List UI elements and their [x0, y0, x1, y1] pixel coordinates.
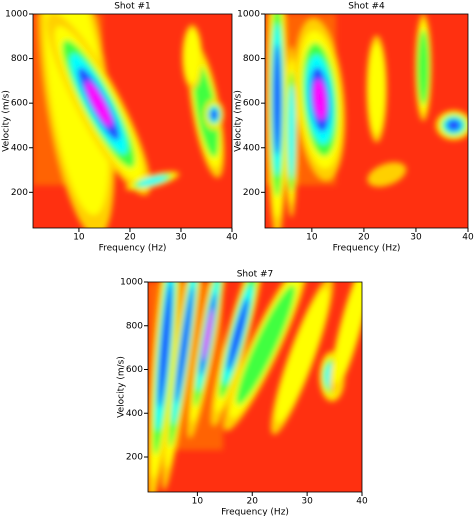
y-tick-label: 400	[126, 409, 143, 419]
chart-title: Shot #4	[348, 2, 385, 12]
x-tick-label: 10	[306, 233, 318, 243]
y-tick-label: 400	[11, 143, 28, 153]
heatmap-contour	[446, 119, 462, 132]
y-tick-label: 800	[11, 54, 28, 64]
x-tick-label: 40	[462, 233, 474, 243]
x-tick-label: 20	[124, 233, 136, 243]
heatmap-field	[265, 14, 468, 228]
heatmap-contour	[137, 175, 168, 187]
chart-title: Shot #1	[114, 2, 151, 12]
x-tick-label: 30	[301, 497, 313, 507]
y-tick-label: 200	[243, 188, 260, 198]
heatmap-contour	[275, 288, 329, 423]
heatmap-contour	[85, 81, 112, 127]
heatmap-contour	[227, 297, 249, 372]
heatmap-contour	[158, 282, 173, 408]
heatmap-contour	[417, 30, 430, 105]
x-tick-label: 40	[356, 497, 368, 507]
heatmap-contour	[175, 286, 194, 404]
heatmap-contour	[368, 43, 386, 135]
x-tick-label: 20	[247, 497, 259, 507]
plot-frame	[32, 13, 233, 229]
x-tick-label: 10	[73, 233, 85, 243]
plot-frame	[147, 281, 363, 493]
y-tick-label: 1000	[120, 278, 143, 288]
x-tick-label: 10	[192, 497, 204, 507]
x-axis-label: Frequency (Hz)	[333, 244, 401, 254]
heatmap-contour	[273, 43, 282, 156]
plot-frame	[264, 13, 469, 229]
heatmap-contour	[210, 108, 219, 121]
heatmap	[33, 14, 232, 228]
y-tick-label: 200	[126, 453, 143, 463]
y-axis-label: Velocity (m/s)	[2, 90, 12, 152]
chart-title: Shot #7	[237, 270, 274, 280]
heatmap-contour	[313, 79, 327, 120]
x-tick-label: 30	[410, 233, 422, 243]
heatmap-contour	[183, 29, 201, 85]
y-axis-label: Velocity (m/s)	[234, 90, 244, 152]
heatmap	[265, 14, 468, 228]
heatmap-contour	[367, 162, 407, 187]
y-tick-label: 600	[243, 99, 260, 109]
heatmap-contour	[202, 308, 213, 361]
heatmap-contour	[288, 84, 295, 179]
x-tick-label: 30	[175, 233, 187, 243]
y-axis-label: Velocity (m/s)	[117, 356, 127, 418]
heatmap	[148, 282, 362, 492]
x-tick-label: 40	[226, 233, 238, 243]
heatmap-field	[148, 282, 362, 492]
x-axis-label: Frequency (Hz)	[99, 244, 167, 254]
y-tick-label: 1000	[5, 10, 28, 20]
y-tick-label: 1000	[237, 10, 260, 20]
heatmap-contour	[236, 284, 296, 406]
y-tick-label: 800	[243, 54, 260, 64]
x-axis-label: Frequency (Hz)	[221, 508, 289, 516]
y-tick-label: 600	[126, 365, 143, 375]
x-tick-label: 20	[358, 233, 370, 243]
y-tick-label: 800	[126, 321, 143, 331]
y-tick-label: 600	[11, 99, 28, 109]
heatmap-field	[33, 14, 225, 228]
heatmap-contour	[332, 282, 362, 385]
y-tick-label: 400	[243, 143, 260, 153]
y-tick-label: 200	[11, 188, 28, 198]
